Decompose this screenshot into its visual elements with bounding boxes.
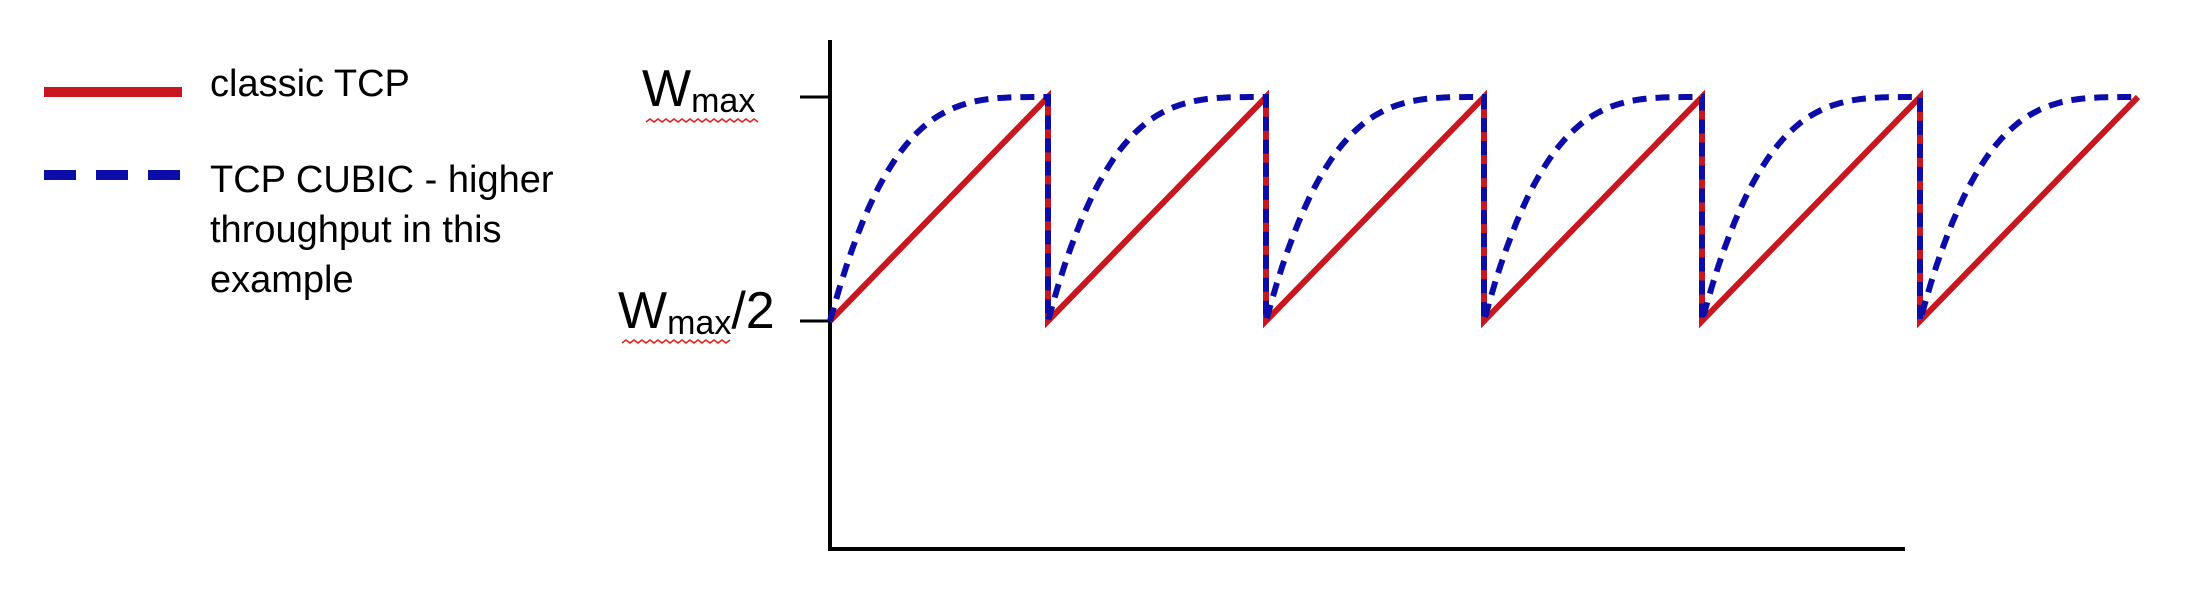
squiggle-wmax-half [621, 339, 731, 344]
legend: classic TCP TCP CUBIC - higher throughpu… [44, 63, 564, 301]
legend-label-tcp-cubic: TCP CUBIC - higher throughput in this ex… [210, 159, 564, 301]
y-tick-label-wmax-half-sub: max [667, 304, 731, 342]
series-tcp-cubic [827, 94, 2138, 322]
y-tick-label-wmax-half-main: W [618, 282, 667, 340]
y-tick-label-wmax-main: W [642, 60, 691, 118]
legend-label-tcp-cubic-line-1: TCP CUBIC - higher [210, 159, 554, 201]
legend-label-tcp-cubic-line-2: throughput in this [210, 209, 502, 251]
legend-label-tcp-cubic-line-3: example [210, 259, 354, 301]
squiggle-wmax [645, 118, 759, 123]
y-tick-label-wmax: Wmax [642, 60, 755, 120]
axes [800, 40, 1905, 551]
y-tick-label-wmax-half-suffix: /2 [731, 282, 774, 340]
legend-label-classic-tcp: classic TCP [210, 63, 410, 105]
y-tick-label-wmax-sub: max [691, 82, 755, 120]
y-tick-label-wmax-half: Wmax/2 [618, 282, 775, 342]
